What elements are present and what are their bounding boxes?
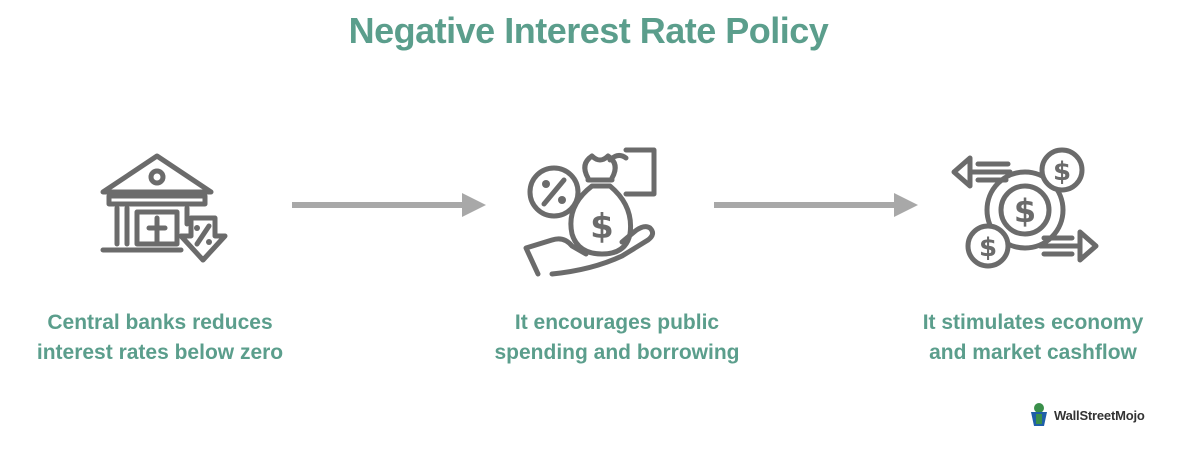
svg-text:$: $ xyxy=(1053,157,1071,187)
cashflow-icon: $ $ $ xyxy=(950,146,1100,274)
brand-watermark: WallStreetMojo xyxy=(1028,402,1145,428)
brand-name: WallStreetMojo xyxy=(1054,408,1145,423)
step-3-line-2: and market cashflow xyxy=(873,338,1177,368)
wallstreetmojo-logo-icon xyxy=(1028,402,1050,428)
money-bag-hand-icon: $ xyxy=(522,142,662,282)
step-1-line-2: interest rates below zero xyxy=(0,338,320,368)
diagram-title: Negative Interest Rate Policy xyxy=(0,10,1177,52)
step-1-line-1: Central banks reduces xyxy=(0,308,320,338)
flow-arrow-1 xyxy=(290,191,490,219)
svg-text:$: $ xyxy=(1014,192,1036,230)
bank-down-icon xyxy=(95,152,235,264)
step-caption-1: Central banks reduces interest rates bel… xyxy=(0,308,320,368)
step-caption-2: It encourages public spending and borrow… xyxy=(457,308,777,368)
step-3-line-1: It stimulates economy xyxy=(873,308,1177,338)
step-caption-3: It stimulates economy and market cashflo… xyxy=(873,308,1177,368)
step-2-line-1: It encourages public xyxy=(457,308,777,338)
svg-text:$: $ xyxy=(979,233,997,263)
step-2-line-2: spending and borrowing xyxy=(457,338,777,368)
flow-arrow-2 xyxy=(712,191,922,219)
svg-text:$: $ xyxy=(590,207,614,247)
